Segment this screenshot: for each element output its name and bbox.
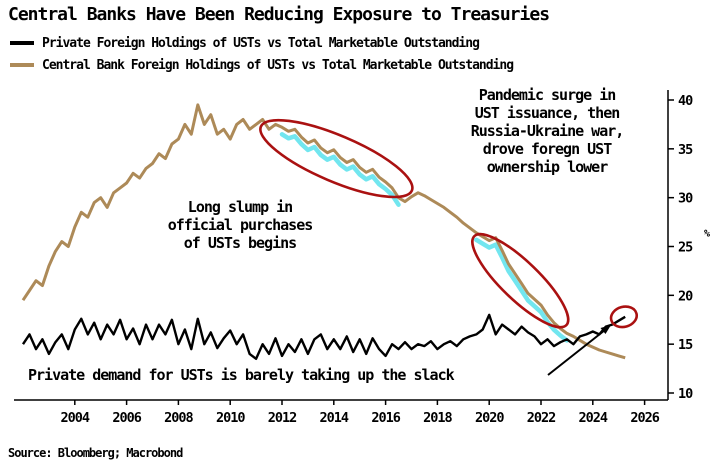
source-text: Source: Bloomberg; Macrobond — [8, 446, 183, 460]
svg-text:25: 25 — [678, 240, 693, 256]
svg-text:15: 15 — [678, 337, 693, 353]
svg-text:2012: 2012 — [268, 410, 297, 426]
svg-text:%: % — [704, 229, 710, 240]
chart-canvas: 10 15 20 25 30 35 40% 2004 2006 2008 2010 2012 2014 2… — [14, 90, 710, 426]
legend-label-private: Private Foreign Holdings of USTs vs Tota… — [42, 35, 480, 51]
svg-text:2010: 2010 — [216, 410, 245, 426]
legend-label-central-bank: Central Bank Foreign Holdings of USTs vs… — [42, 57, 514, 73]
legend-item-central-bank: Central Bank Foreign Holdings of USTs vs… — [10, 54, 514, 76]
annotation-pandemic: Pandemic surge in UST issuance, then Rus… — [470, 86, 625, 176]
svg-text:35: 35 — [678, 142, 693, 158]
legend: Private Foreign Holdings of USTs vs Tota… — [10, 32, 514, 76]
legend-item-private: Private Foreign Holdings of USTs vs Tota… — [10, 32, 513, 54]
svg-text:2018: 2018 — [423, 410, 452, 426]
svg-text:40: 40 — [678, 93, 693, 109]
svg-text:2016: 2016 — [371, 410, 400, 426]
svg-text:2014: 2014 — [320, 410, 349, 426]
chart-title: Central Banks Have Been Reducing Exposur… — [8, 4, 550, 25]
legend-swatch-central-bank-icon — [10, 63, 34, 67]
svg-text:2026: 2026 — [630, 410, 659, 426]
svg-text:2006: 2006 — [112, 410, 141, 426]
annotation-private-demand: Private demand for USTs is barely taking… — [28, 366, 455, 384]
legend-swatch-private-icon — [10, 41, 34, 45]
svg-text:10: 10 — [678, 386, 693, 402]
svg-text:2024: 2024 — [579, 410, 608, 426]
svg-text:2020: 2020 — [475, 410, 504, 426]
svg-text:20: 20 — [678, 288, 693, 304]
svg-text:2004: 2004 — [61, 410, 90, 426]
annotation-long-slump: Long slump in official purchases of USTs… — [167, 198, 314, 252]
svg-text:2022: 2022 — [527, 410, 556, 426]
chart-area: 10 15 20 25 30 35 40% 2004 2006 2008 2010 2012 2014 2… — [0, 78, 719, 440]
svg-text:30: 30 — [678, 191, 693, 207]
svg-text:2008: 2008 — [164, 410, 193, 426]
